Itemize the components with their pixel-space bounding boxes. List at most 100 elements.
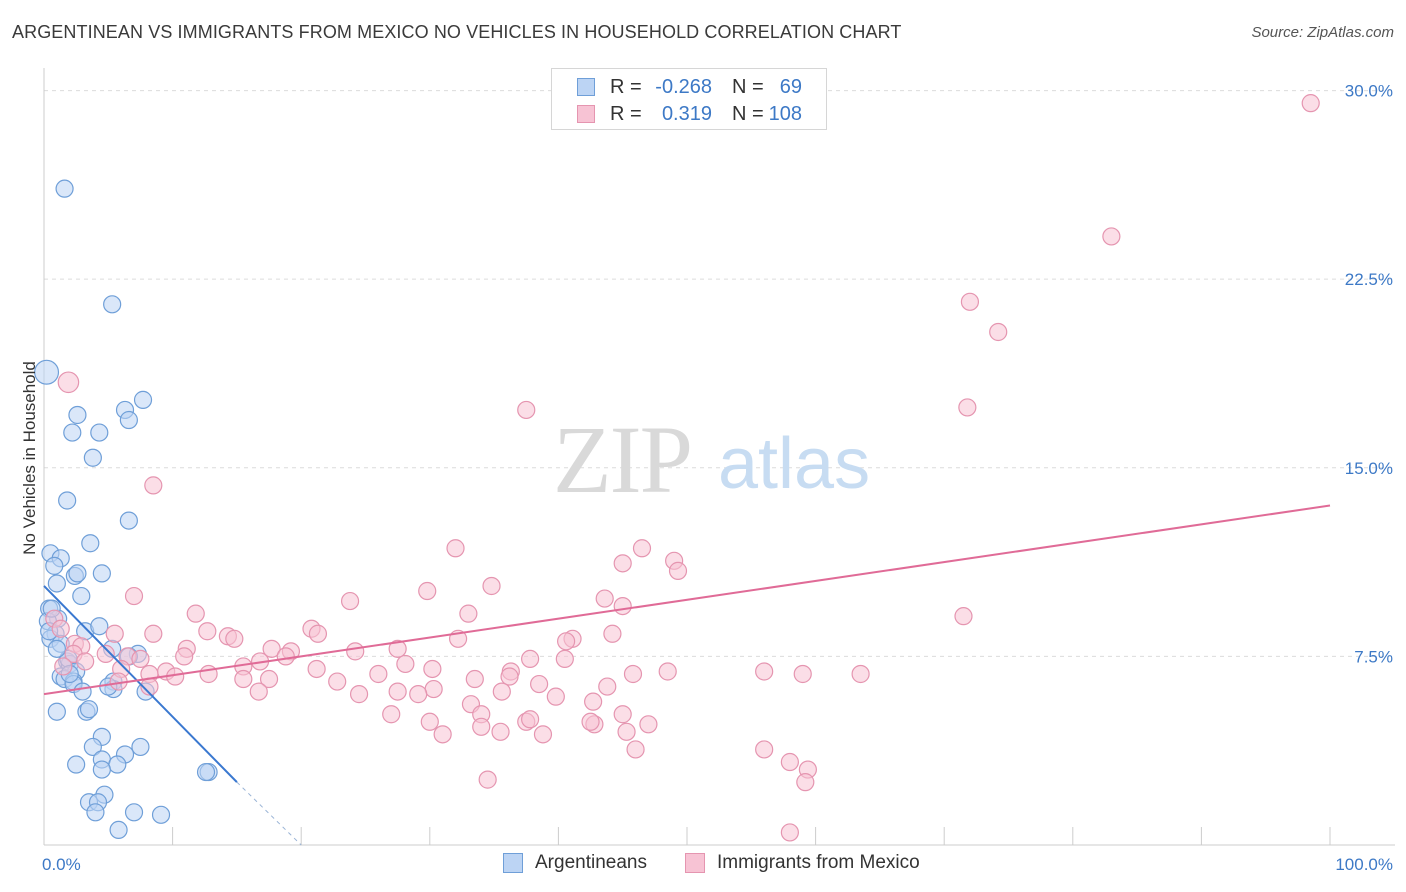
point-mexico bbox=[603, 624, 622, 643]
point-mexico bbox=[420, 712, 439, 731]
point-argentineans bbox=[68, 564, 87, 583]
stats-swatch-argentineans bbox=[577, 78, 595, 96]
point-mexico bbox=[307, 659, 326, 679]
point-mexico bbox=[492, 682, 511, 701]
point-mexico bbox=[199, 664, 218, 684]
point-mexico bbox=[617, 722, 636, 741]
point-mexico bbox=[249, 682, 268, 701]
point-mexico bbox=[446, 539, 465, 558]
stats-row-mexico: R = 0.319 N = 108 bbox=[552, 100, 826, 128]
point-mexico bbox=[105, 624, 124, 643]
point-mexico bbox=[851, 664, 870, 684]
point-argentineans bbox=[90, 617, 109, 636]
point-argentineans bbox=[92, 760, 111, 779]
grid-lines bbox=[44, 90, 1395, 657]
point-mexico bbox=[521, 649, 540, 669]
y-tick-label: 15.0% bbox=[1345, 459, 1393, 478]
point-mexico bbox=[780, 752, 799, 772]
point-argentineans bbox=[90, 423, 109, 442]
legend-label: Immigrants from Mexico bbox=[717, 852, 920, 873]
point-mexico bbox=[186, 604, 205, 623]
point-mexico bbox=[989, 322, 1008, 342]
point-mexico bbox=[198, 622, 217, 641]
trend-line-mexico bbox=[43, 504, 1331, 696]
point-mexico bbox=[755, 740, 774, 759]
tick-labels: 7.5% 15.0% 22.5% 30.0% 0.0% 100.0% bbox=[42, 82, 1393, 874]
point-argentineans bbox=[119, 410, 138, 430]
point-argentineans bbox=[45, 556, 64, 575]
n-label: N = bbox=[732, 103, 764, 125]
r-label: R = bbox=[610, 103, 642, 125]
y-tick-label: 7.5% bbox=[1354, 647, 1393, 666]
point-mexico bbox=[396, 654, 415, 674]
point-mexico bbox=[555, 649, 574, 669]
point-mexico bbox=[613, 596, 632, 616]
point-mexico bbox=[500, 667, 519, 686]
point-mexico bbox=[584, 692, 603, 711]
point-argentineans bbox=[47, 574, 66, 593]
point-argentineans bbox=[34, 359, 60, 385]
point-mexico bbox=[517, 400, 536, 420]
point-mexico bbox=[96, 644, 115, 663]
y-tick-label: 30.0% bbox=[1345, 82, 1393, 101]
x-tick-label: 100.0% bbox=[1335, 855, 1393, 874]
trend-lines bbox=[43, 504, 1331, 846]
legend-label: Argentineans bbox=[535, 852, 647, 873]
x-tick-label: 0.0% bbox=[42, 855, 81, 874]
point-argentineans bbox=[72, 586, 91, 606]
watermark-atlas: atlas bbox=[718, 424, 870, 504]
point-mexico bbox=[581, 712, 600, 731]
watermark-zip: ZIP bbox=[553, 406, 691, 513]
point-mexico bbox=[1102, 227, 1121, 246]
stats-box: R = -0.268 N = 69 R = 0.319 N = 108 bbox=[551, 68, 827, 130]
n-value: 108 bbox=[768, 103, 802, 125]
r-label: R = bbox=[610, 76, 642, 98]
point-mexico bbox=[382, 705, 401, 724]
stats-row-argentineans: R = -0.268 N = 69 bbox=[552, 73, 826, 101]
r-value: 0.319 bbox=[661, 103, 712, 125]
point-mexico bbox=[51, 619, 70, 638]
point-argentineans bbox=[47, 639, 66, 658]
point-argentineans bbox=[133, 390, 153, 409]
point-mexico bbox=[418, 581, 437, 601]
point-argentineans bbox=[103, 295, 122, 314]
point-mexico bbox=[433, 725, 452, 744]
r-value: -0.268 bbox=[655, 76, 712, 98]
data-points bbox=[34, 94, 1320, 842]
point-mexico bbox=[459, 604, 478, 623]
point-argentineans bbox=[124, 803, 144, 822]
point-mexico bbox=[225, 629, 244, 648]
point-mexico bbox=[472, 717, 491, 736]
source-label: Source: ZipAtlas.com bbox=[1251, 24, 1394, 41]
trend-extension bbox=[236, 781, 302, 846]
point-mexico bbox=[521, 710, 540, 729]
point-mexico bbox=[954, 607, 973, 626]
point-argentineans bbox=[131, 737, 150, 757]
point-mexico bbox=[546, 687, 565, 706]
point-argentineans bbox=[63, 423, 82, 442]
point-mexico bbox=[793, 664, 812, 684]
n-label: N = bbox=[732, 76, 764, 98]
point-mexico bbox=[388, 682, 407, 701]
point-argentineans bbox=[151, 805, 171, 824]
point-mexico bbox=[234, 669, 253, 689]
point-mexico bbox=[598, 677, 617, 696]
legend-swatch-mexico bbox=[685, 853, 705, 873]
n-value: 69 bbox=[779, 76, 802, 98]
stats-swatch-mexico bbox=[577, 105, 595, 123]
point-mexico bbox=[478, 770, 497, 789]
point-mexico bbox=[958, 398, 977, 417]
chart-title: ARGENTINEAN VS IMMIGRANTS FROM MEXICO NO… bbox=[12, 22, 902, 42]
point-argentineans bbox=[196, 762, 216, 782]
point-mexico bbox=[340, 591, 360, 611]
point-mexico bbox=[595, 589, 614, 608]
point-mexico bbox=[57, 371, 80, 394]
point-argentineans bbox=[55, 179, 74, 198]
point-argentineans bbox=[108, 755, 127, 774]
point-mexico bbox=[409, 685, 428, 704]
point-mexico bbox=[308, 624, 328, 643]
point-mexico bbox=[482, 576, 501, 596]
point-mexico bbox=[424, 679, 443, 699]
point-argentineans bbox=[47, 702, 66, 721]
